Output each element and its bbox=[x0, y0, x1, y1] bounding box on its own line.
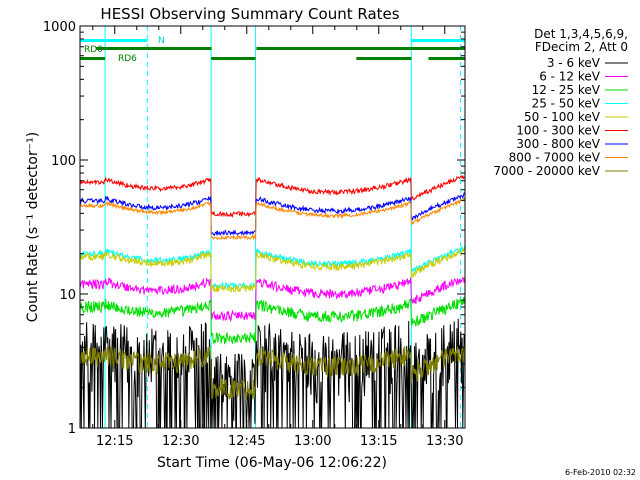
legend-entry-label: 12 - 25 keV bbox=[532, 83, 601, 97]
y-axis-label: Count Rate (s⁻¹ detector⁻¹) bbox=[25, 132, 41, 322]
x-tick-label: 12:15 bbox=[96, 434, 133, 449]
legend-entry-label: 50 - 100 keV bbox=[524, 110, 601, 124]
y-tick-label: 10 bbox=[59, 288, 76, 303]
rd6-status-bar bbox=[80, 57, 106, 60]
rd6-status-bar bbox=[428, 57, 465, 60]
legend-entry-label: 300 - 800 keV bbox=[516, 137, 600, 151]
x-tick-label: 12:30 bbox=[162, 434, 199, 449]
x-tick-label: 13:15 bbox=[360, 434, 397, 449]
rd0-status-bar bbox=[256, 47, 465, 50]
legend-header-line-2: FDecim 2, Att 0 bbox=[535, 40, 628, 54]
x-tick-label: 12:45 bbox=[228, 434, 265, 449]
series-line-5 bbox=[79, 246, 466, 293]
legend: Det 1,3,4,5,6,9, FDecim 2, Att 0 3 - 6 k… bbox=[493, 27, 628, 178]
night-status-bar bbox=[410, 39, 465, 42]
legend-entry-label: 800 - 7000 keV bbox=[509, 151, 601, 165]
x-tick-label: 13:00 bbox=[294, 434, 331, 449]
series-line-8 bbox=[79, 197, 466, 241]
series-line-6 bbox=[79, 175, 466, 218]
footer-timestamp: 6-Feb-2010 02:32 bbox=[565, 468, 636, 477]
series-line-9 bbox=[79, 344, 466, 400]
night-status-bar bbox=[80, 39, 148, 42]
series-line-2 bbox=[79, 276, 466, 323]
rd6-marker-label: RD6 bbox=[118, 54, 137, 64]
chart-title: HESSI Observing Summary Count Rates bbox=[100, 5, 399, 23]
plot-area: N RD0 RD6 bbox=[79, 26, 466, 429]
legend-entry-label: 25 - 50 keV bbox=[532, 97, 601, 111]
y-tick-label: 1 bbox=[68, 422, 76, 437]
series-line-7 bbox=[79, 192, 466, 237]
legend-entry-label: 3 - 6 keV bbox=[547, 56, 601, 70]
legend-entry-label: 7000 - 20000 keV bbox=[493, 164, 600, 178]
series-line-1 bbox=[79, 318, 466, 429]
x-axis-label: Start Time (06-May-06 12:06:22) bbox=[157, 455, 387, 471]
y-tick-label: 100 bbox=[51, 154, 76, 169]
rd6-status-bar bbox=[356, 57, 412, 60]
rd6-status-bar bbox=[211, 57, 256, 60]
series-line-3 bbox=[79, 296, 466, 345]
plot-frame bbox=[79, 25, 466, 429]
x-tick-label: 13:30 bbox=[426, 434, 463, 449]
legend-header-line-1: Det 1,3,4,5,6,9, bbox=[534, 27, 628, 41]
legend-entry-label: 6 - 12 keV bbox=[539, 70, 601, 84]
legend-entry-label: 100 - 300 keV bbox=[516, 124, 600, 138]
rd0-marker-label: RD0 bbox=[84, 45, 103, 55]
axis-ticks: 1 10 100 1000 12:15 12:30 12:45 13:00 13:15 13:30 bbox=[43, 20, 465, 449]
rd0-status-bar bbox=[96, 47, 212, 50]
night-marker-label: N bbox=[158, 36, 165, 46]
y-tick-label: 1000 bbox=[43, 20, 76, 35]
